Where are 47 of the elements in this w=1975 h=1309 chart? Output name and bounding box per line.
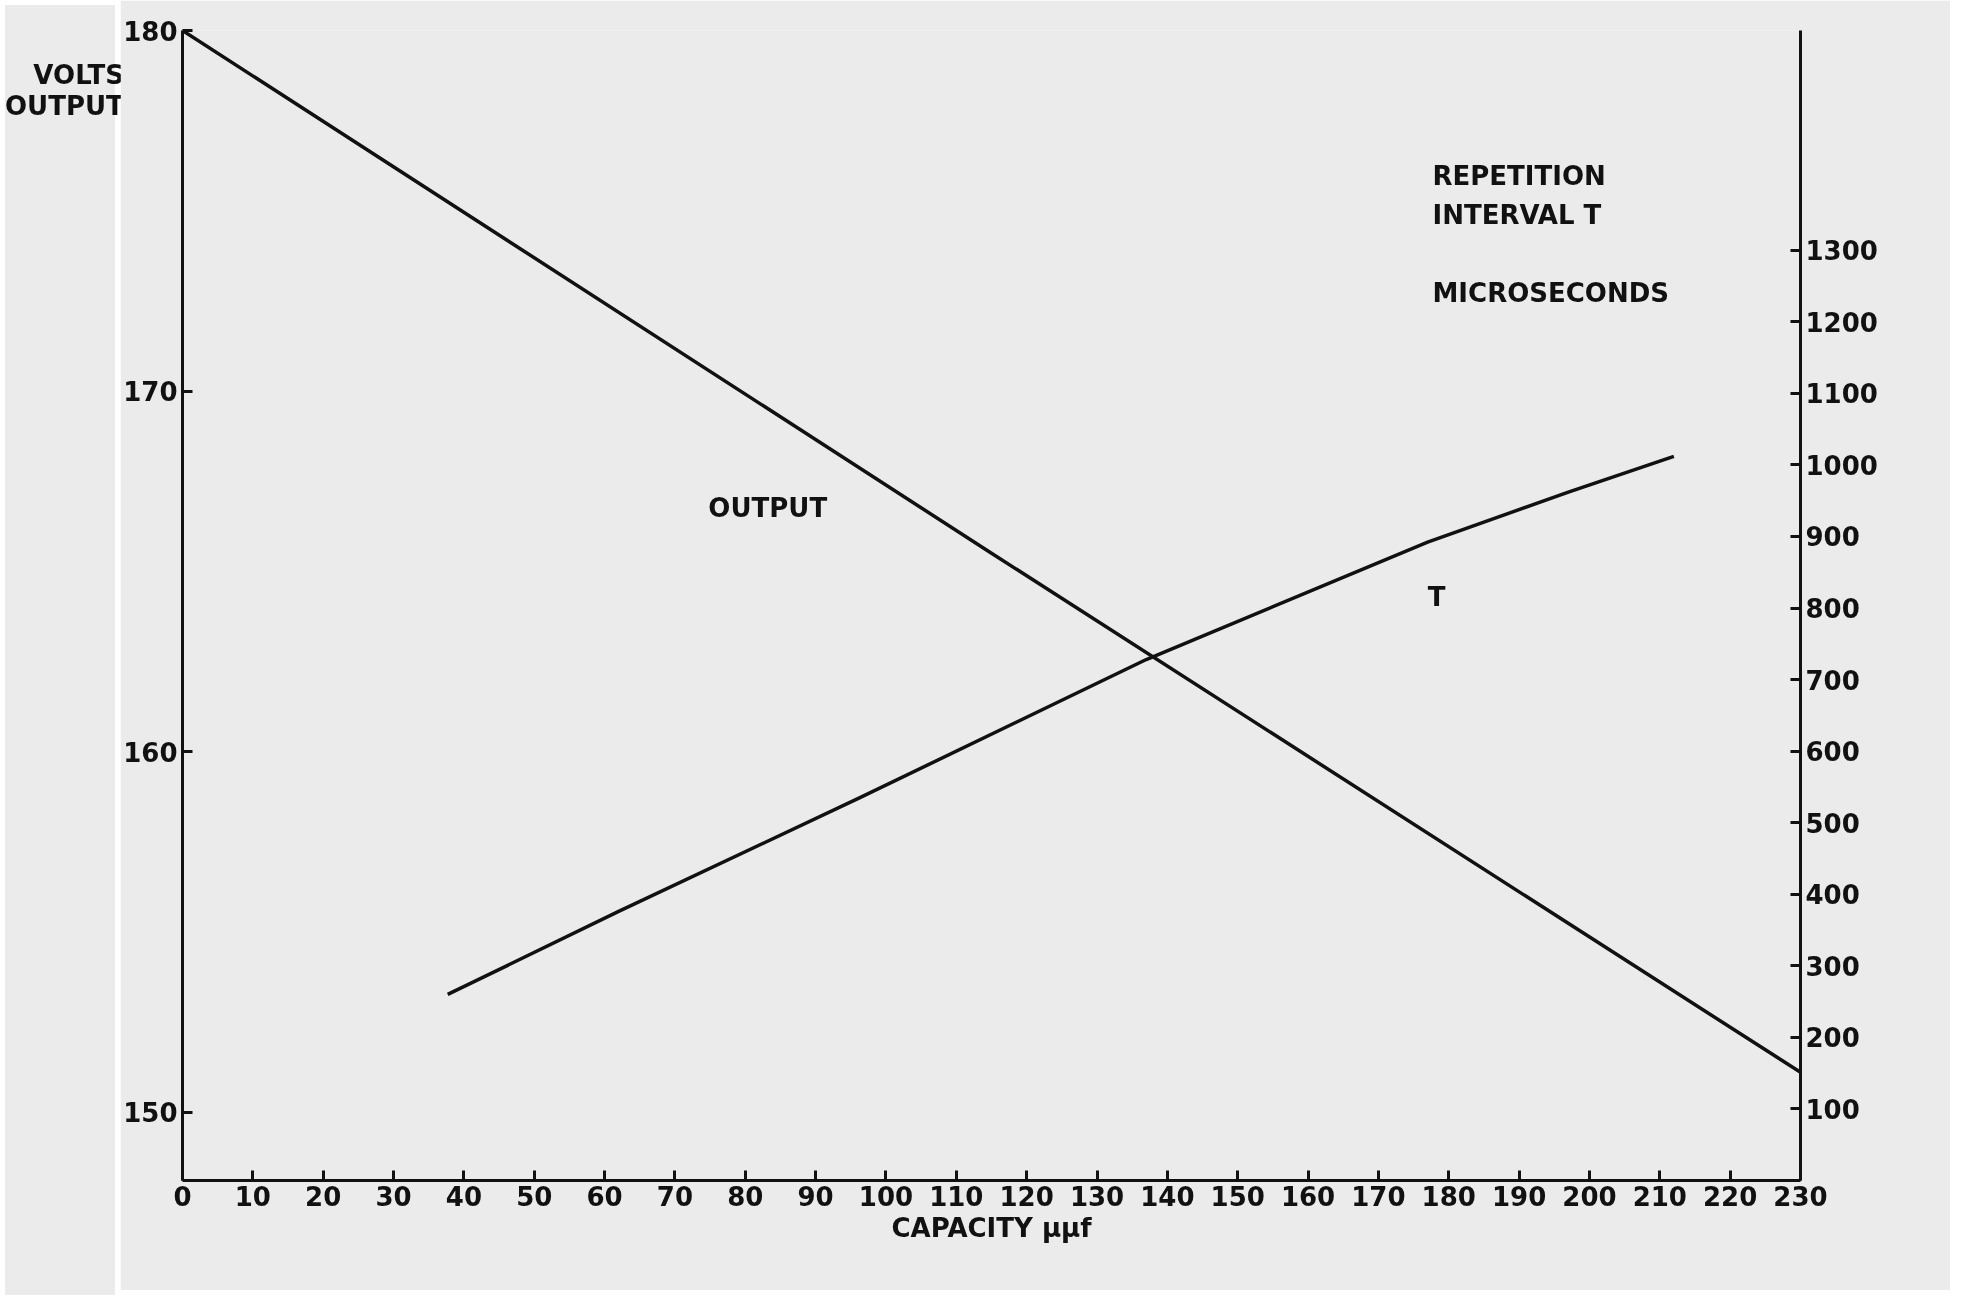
- x-tick-label: 180: [1421, 1181, 1476, 1212]
- x-tick-label: 150: [1210, 1181, 1265, 1212]
- x-tick-label: 10: [234, 1181, 271, 1212]
- y2-tick-label: 100: [1805, 1094, 1860, 1125]
- y-tick-label: 180: [123, 16, 178, 47]
- x-tick-label: 20: [305, 1181, 342, 1212]
- line-series: [445, 454, 1676, 997]
- y2-tick-label: 500: [1805, 808, 1860, 839]
- y2-tick-label: 1200: [1805, 307, 1878, 338]
- x-tick-label: 70: [656, 1181, 694, 1212]
- series-label: T: [1427, 582, 1446, 613]
- y2-tick-label: 700: [1805, 665, 1860, 696]
- x-tick-label: 80: [727, 1181, 764, 1212]
- x-tick-label: 190: [1491, 1181, 1547, 1212]
- x-tick-label: 90: [797, 1181, 834, 1212]
- x-tick-label: 130: [1069, 1181, 1125, 1212]
- y-tick-label: 160: [123, 737, 178, 768]
- x-tick-label: 110: [929, 1181, 984, 1212]
- series-label: OUTPUT: [708, 493, 828, 524]
- x-tick-label: 100: [858, 1181, 914, 1212]
- y2-tick-label: 300: [1805, 951, 1860, 982]
- y-axis-title: VOLTS OUTPUT: [5, 60, 124, 123]
- x-tick-label: 60: [586, 1181, 623, 1212]
- x-tick-label: 0: [173, 1181, 192, 1212]
- y2-tick-label: 1300: [1805, 236, 1878, 267]
- x-tick-label: 140: [1140, 1181, 1195, 1212]
- x-tick-label: 160: [1280, 1181, 1336, 1212]
- x-tick-label: 170: [1351, 1181, 1406, 1212]
- x-tick-label: 120: [999, 1181, 1054, 1212]
- x-tick-label: 220: [1703, 1181, 1758, 1212]
- x-tick-label: 40: [445, 1181, 482, 1212]
- y2-tick-label: 1000: [1805, 450, 1878, 481]
- x-tick-label: 50: [516, 1181, 553, 1212]
- y-tick-label: 150: [123, 1098, 178, 1128]
- x-axis-title: CAPACITY μμf: [891, 1212, 1093, 1243]
- x-tick-label: 200: [1562, 1181, 1617, 1212]
- y2-tick-label: 200: [1805, 1023, 1860, 1054]
- text: REPETITION INTERVAL T MICROSECONDS: [1432, 160, 1669, 308]
- y2-tick-label: 600: [1805, 737, 1860, 768]
- x-tick-label: 230: [1773, 1181, 1828, 1212]
- y2-tick-label: 400: [1805, 880, 1860, 911]
- y2-tick-label: 900: [1805, 522, 1860, 553]
- y2-tick-label: 800: [1805, 594, 1860, 624]
- x-tick-label: 210: [1632, 1181, 1687, 1212]
- y-tick-label: 170: [123, 377, 178, 407]
- x-tick-label: 30: [375, 1181, 412, 1212]
- y2-tick-label: 1100: [1805, 379, 1878, 410]
